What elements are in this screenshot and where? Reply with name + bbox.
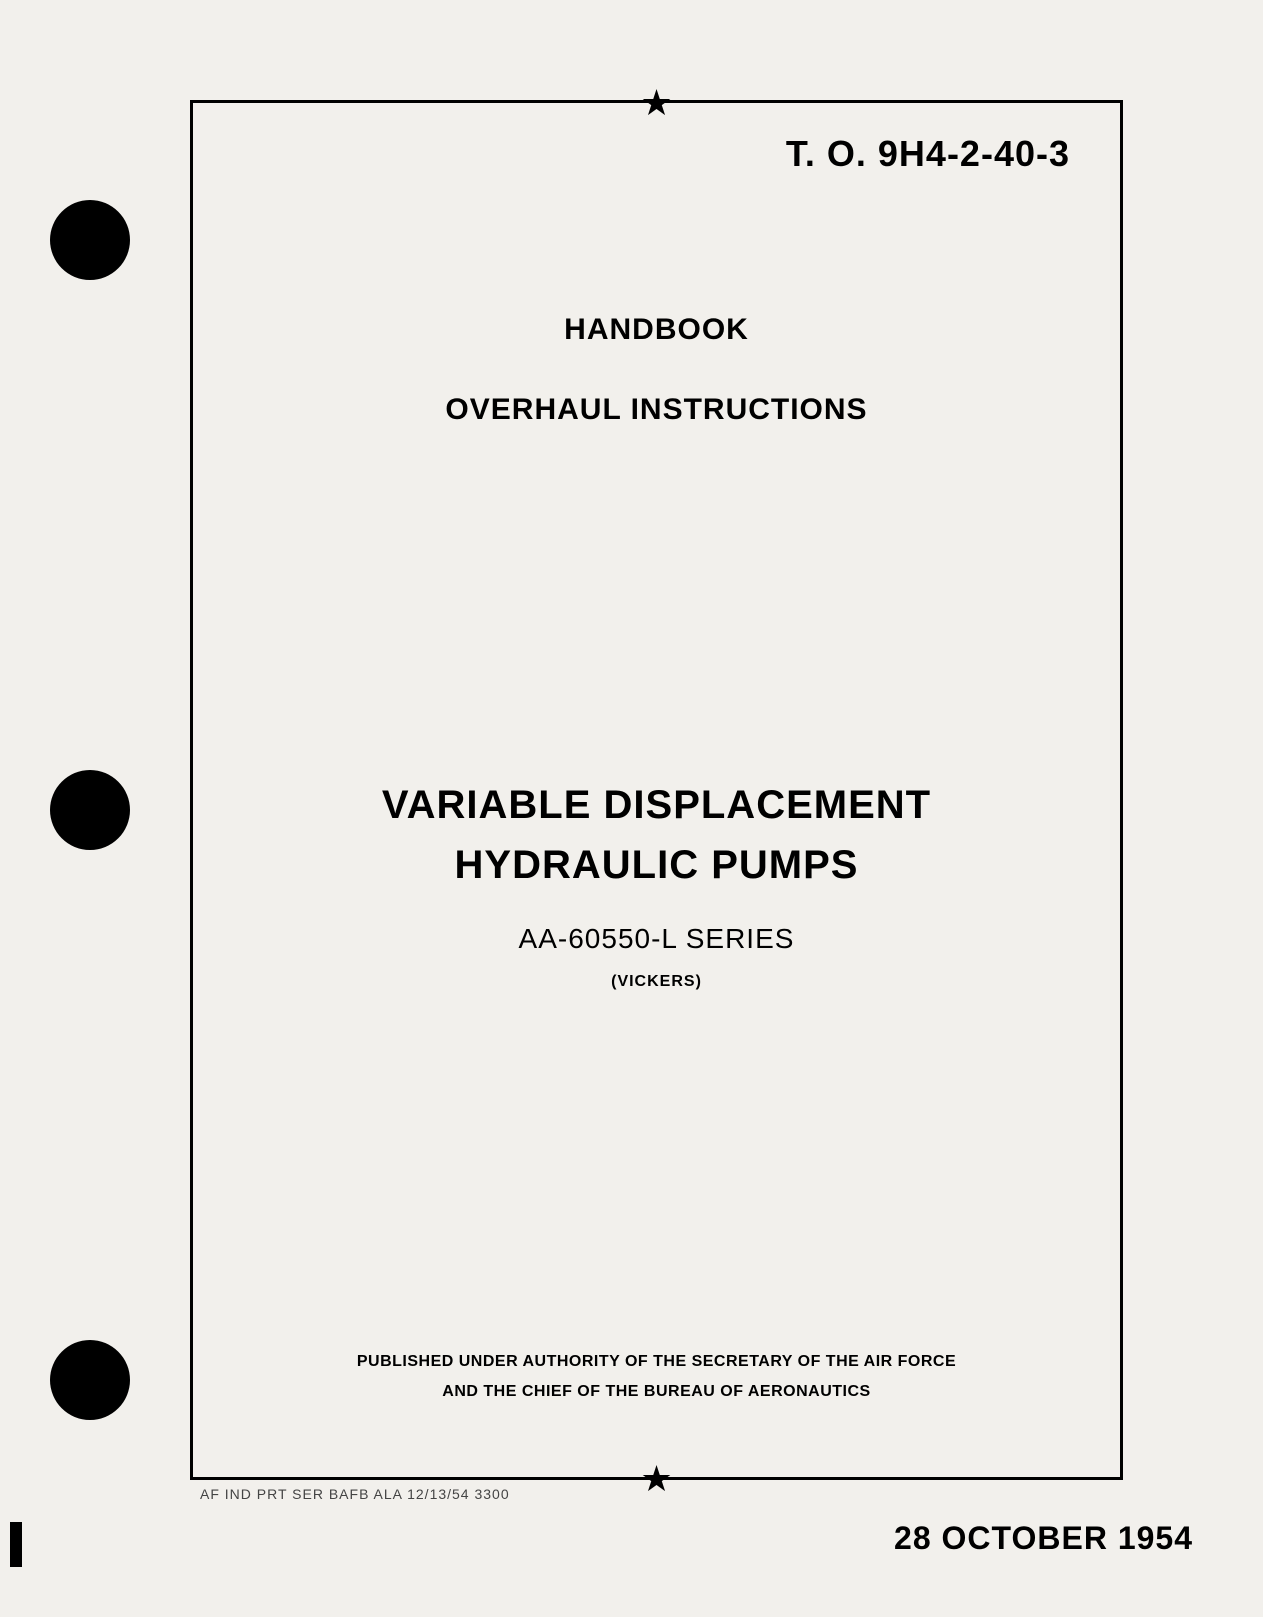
print-info: AF IND PRT SER BAFB ALA 12/13/54 3300: [200, 1486, 510, 1502]
authority-line2: AND THE CHIEF OF THE BUREAU OF AERONAUTI…: [442, 1383, 870, 1401]
technical-order-number: T. O. 9H4-2-40-3: [786, 133, 1070, 175]
star-bottom-icon: ★: [640, 1461, 672, 1497]
document-page: ★ ★ T. O. 9H4-2-40-3 HANDBOOK OVERHAUL I…: [0, 0, 1263, 1617]
content-frame: ★ ★ T. O. 9H4-2-40-3 HANDBOOK OVERHAUL I…: [190, 100, 1123, 1480]
authority-line1: PUBLISHED UNDER AUTHORITY OF THE SECRETA…: [357, 1353, 956, 1371]
hole-punch-2: [50, 770, 130, 850]
hole-punch-1: [50, 200, 130, 280]
hole-punch-3: [50, 1340, 130, 1420]
series-label: AA-60550-L SERIES: [519, 923, 795, 955]
manufacturer-label: (VICKERS): [611, 973, 702, 991]
date-label: 28 OCTOBER 1954: [894, 1520, 1193, 1557]
bottom-mark: [10, 1522, 22, 1567]
main-title-line2: HYDRAULIC PUMPS: [455, 843, 859, 888]
star-top-icon: ★: [640, 85, 672, 121]
instructions-label: OVERHAUL INSTRUCTIONS: [445, 393, 867, 427]
main-title-line1: VARIABLE DISPLACEMENT: [382, 783, 931, 828]
handbook-label: HANDBOOK: [564, 313, 749, 347]
